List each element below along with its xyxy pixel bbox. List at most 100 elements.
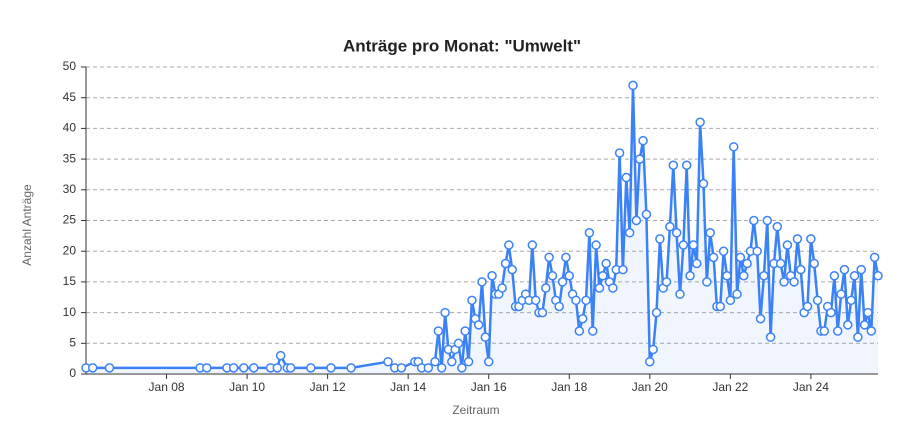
point — [430, 356, 440, 367]
x-tick-label: Jan 24 — [793, 380, 829, 394]
point — [772, 221, 783, 232]
point — [742, 258, 752, 269]
y-tick-label: 50 — [63, 59, 77, 73]
point — [863, 307, 873, 318]
x-tick-label: Jan 12 — [310, 380, 346, 394]
point — [504, 240, 514, 250]
point — [856, 264, 866, 275]
point — [423, 363, 434, 373]
point — [705, 228, 715, 238]
point — [453, 338, 464, 349]
point — [665, 221, 675, 232]
point — [859, 320, 870, 330]
point — [869, 252, 880, 263]
point — [873, 271, 883, 281]
point — [457, 363, 467, 373]
point — [577, 313, 588, 324]
y-tick-label: 10 — [63, 305, 77, 319]
point — [853, 332, 863, 342]
point — [681, 160, 692, 170]
point — [440, 307, 450, 318]
point — [584, 228, 595, 238]
point — [628, 80, 638, 91]
point — [695, 117, 705, 128]
point — [759, 271, 769, 281]
point — [806, 234, 816, 244]
point — [832, 326, 843, 336]
point — [463, 356, 474, 367]
point — [480, 332, 491, 342]
x-axis-title: Zeitraum — [452, 403, 499, 417]
point — [624, 228, 635, 238]
point — [598, 271, 608, 281]
point — [866, 326, 877, 336]
point — [749, 215, 759, 226]
point — [447, 356, 457, 367]
point — [675, 289, 685, 299]
chart-title: Anträge pro Monat: "Umwelt" — [343, 36, 581, 55]
point — [326, 363, 336, 373]
point — [849, 271, 860, 281]
x-tick-label: Jan 16 — [471, 380, 507, 394]
y-axis-title: Anzahl Anträge — [20, 184, 34, 266]
point — [238, 363, 249, 373]
point — [396, 363, 407, 373]
point — [433, 326, 444, 336]
point — [104, 363, 115, 373]
x-tick-label: Jan 10 — [229, 380, 265, 394]
point — [826, 307, 836, 318]
point — [698, 178, 709, 189]
point — [655, 234, 665, 244]
point — [460, 326, 470, 336]
point — [846, 295, 856, 306]
point — [735, 252, 746, 263]
point — [473, 320, 484, 330]
point — [728, 142, 739, 152]
y-tick-label: 40 — [63, 121, 77, 135]
point — [782, 240, 793, 250]
point — [671, 228, 682, 238]
point — [574, 326, 585, 336]
x-tick-label: Jan 14 — [390, 380, 426, 394]
point — [587, 326, 598, 336]
point — [836, 289, 846, 299]
point — [467, 295, 477, 306]
point — [537, 307, 548, 318]
point — [775, 258, 786, 269]
point — [638, 135, 648, 146]
point — [752, 246, 762, 256]
point — [591, 240, 601, 250]
point — [500, 258, 511, 269]
point — [765, 332, 776, 342]
point — [755, 313, 766, 324]
point — [497, 283, 507, 293]
point — [678, 240, 689, 250]
x-tick-label: Jan 20 — [632, 380, 668, 394]
point — [557, 277, 568, 287]
point — [601, 258, 611, 269]
point — [631, 215, 642, 226]
point — [634, 154, 645, 164]
point — [796, 264, 806, 275]
point — [718, 246, 729, 256]
point — [527, 240, 538, 250]
point — [645, 356, 655, 367]
point — [809, 258, 819, 269]
point — [651, 307, 662, 318]
point — [614, 148, 625, 158]
point — [839, 264, 850, 275]
point — [792, 234, 803, 244]
point — [702, 277, 712, 287]
point — [661, 277, 672, 287]
y-tick-label: 20 — [63, 243, 77, 257]
point — [641, 209, 652, 220]
y-tick-label: 0 — [69, 366, 76, 380]
point — [708, 252, 719, 263]
point — [477, 277, 487, 287]
area — [86, 85, 878, 375]
point — [608, 283, 618, 293]
point — [621, 172, 632, 183]
y-tick-label: 5 — [69, 335, 76, 349]
point — [829, 271, 840, 281]
